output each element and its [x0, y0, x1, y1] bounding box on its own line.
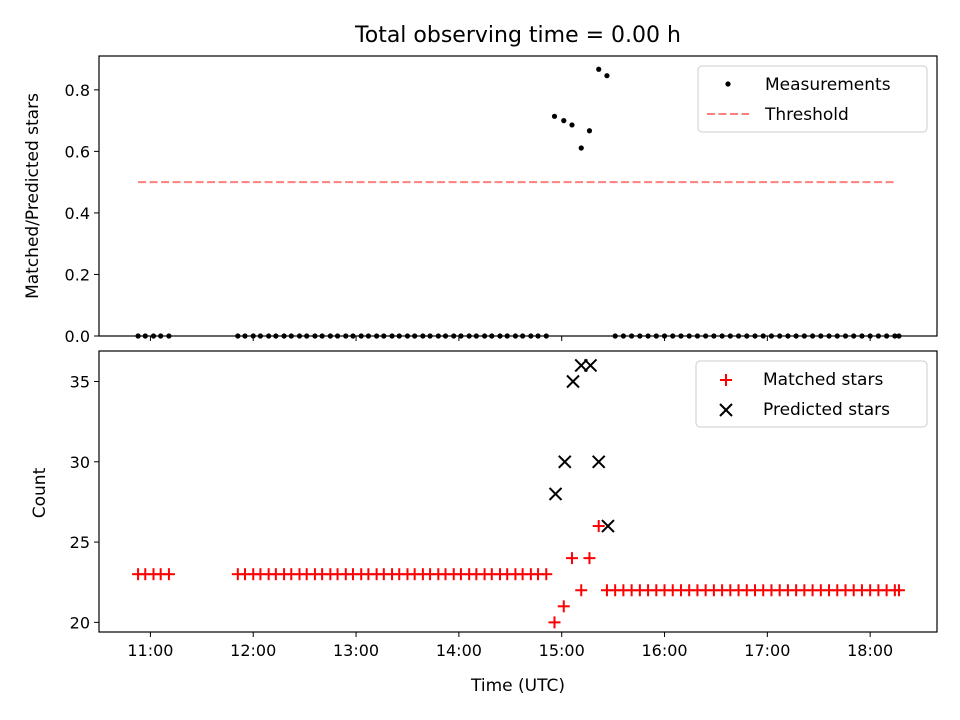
bottom-axes-frame — [98, 350, 938, 633]
x-tick-label: 14:00 — [436, 641, 482, 660]
bottom-marks — [132, 358, 905, 629]
predicted-stars-point — [548, 487, 563, 501]
predicted-stars-point — [592, 455, 606, 469]
top-y-tick-label: 0.0 — [65, 327, 90, 346]
top-legend-box — [697, 65, 928, 133]
matched-stars-point — [592, 520, 605, 533]
bottom-legend: Matched stars Predicted stars — [695, 360, 928, 428]
predicted-stars-point — [601, 519, 615, 533]
x-tick-label: 18:00 — [847, 641, 893, 660]
measurement-point — [551, 113, 558, 119]
legend-predicted-label: Predicted stars — [763, 400, 890, 420]
predicted-stars-point — [583, 358, 598, 373]
x-tick-label: 15:00 — [539, 641, 585, 660]
x-tick-label: 16:00 — [641, 641, 687, 660]
x-axis-label: Time (UTC) — [470, 676, 565, 696]
x-tick-label: 17:00 — [744, 641, 790, 660]
predicted-stars-point — [566, 374, 580, 389]
x-tick-label: 13:00 — [333, 641, 379, 660]
bottom-y-tick-label: 30 — [70, 453, 90, 472]
legend-measurements-label: Measurements — [765, 75, 891, 95]
top-x-ticks — [149, 336, 871, 341]
matched-stars-point — [892, 584, 905, 597]
top-y-tick-label: 0.8 — [65, 81, 90, 100]
matched-stars-point — [557, 600, 570, 613]
bottom-y-axis-label: Count — [30, 467, 50, 518]
measurement-point — [596, 66, 602, 72]
bottom-y-ticks: 20 25 30 35 — [70, 373, 99, 632]
legend-threshold-label: Threshold — [764, 105, 849, 125]
top-y-ticks: 0.0 0.2 0.4 0.6 0.8 — [65, 81, 99, 346]
top-y-axis-label: Matched/Predicted stars — [23, 93, 43, 299]
measurement-point — [586, 128, 593, 134]
matched-stars-point — [565, 552, 578, 565]
top-y-tick-label: 0.4 — [65, 204, 90, 223]
bottom-y-tick-label: 20 — [70, 613, 90, 632]
measurement-point — [578, 145, 584, 151]
matched-stars-point — [583, 552, 596, 565]
ratio-panel: 0.00.20.40.60.8 Matched/Predicted stars … — [23, 55, 938, 346]
matched-stars-point — [548, 616, 561, 629]
matched-stars-point — [540, 568, 553, 581]
legend-predicted-marker — [719, 403, 733, 417]
bottom-legend-box — [695, 360, 928, 428]
measurement-point — [561, 118, 567, 124]
series-matched-stars — [132, 520, 905, 629]
bottom-y-tick-label: 35 — [70, 373, 90, 392]
top-y-tick-label: 0.6 — [65, 142, 90, 161]
legend-matched-label: Matched stars — [763, 370, 883, 390]
series-predicted-stars — [548, 358, 615, 533]
legend-matched-marker — [720, 374, 732, 386]
matched-stars-point — [162, 568, 175, 581]
top-legend: Measurements Threshold — [697, 65, 928, 133]
series-measurements — [135, 66, 902, 339]
top-axes-frame — [98, 55, 938, 337]
top-y-tick-label: 0.2 — [65, 265, 90, 284]
measurement-point — [604, 73, 610, 79]
bottom-y-tick-label: 25 — [70, 533, 90, 552]
top-marks — [135, 66, 902, 339]
matched-stars-point — [575, 584, 588, 597]
legend-measurements-marker — [725, 81, 731, 87]
bottom-x-ticks: 11:00 12:00 13:00 14:00 15:00 16:00 17:00 18:00 — [127, 632, 893, 660]
x-tick-label: 12:00 — [230, 641, 276, 660]
predicted-stars-point — [558, 455, 572, 469]
figure-title: Total observing time = 0.00 h — [354, 23, 681, 48]
x-tick-label: 11:00 — [127, 641, 173, 660]
measurement-point — [569, 122, 575, 128]
